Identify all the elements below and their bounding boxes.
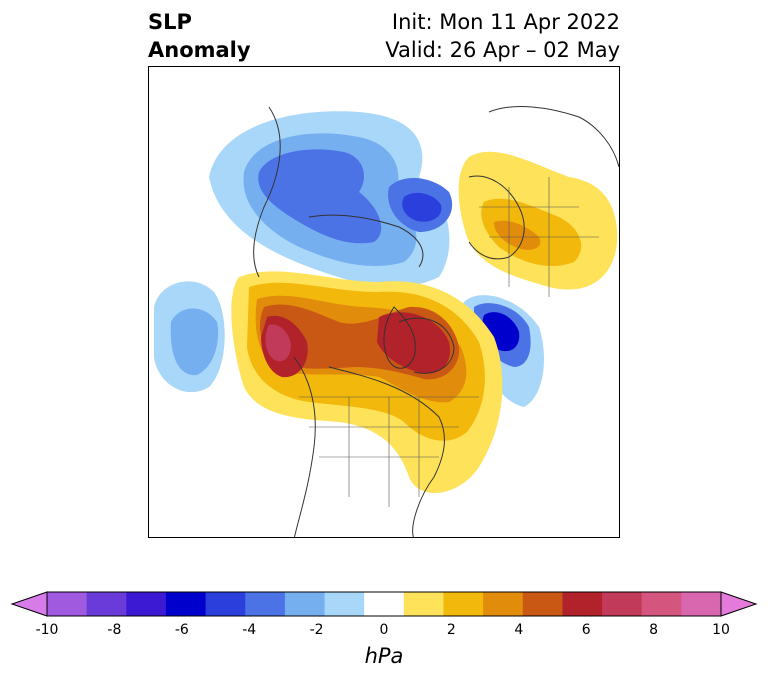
colorbar-tick-label: 2 xyxy=(446,622,456,638)
colorbar-boxes xyxy=(10,591,758,617)
colorbar-outline xyxy=(46,591,722,617)
low-anomaly-canada xyxy=(209,111,453,287)
title-field-line2: Anomaly xyxy=(148,38,251,62)
colorbar-box xyxy=(126,592,167,616)
colorbar-ticks: -10 -8 -6 -4 -2 0 2 4 6 8 10 xyxy=(0,622,768,644)
colorbar-tick-label: 10 xyxy=(712,622,730,638)
colorbar-box xyxy=(47,592,88,616)
high-anomaly-eurasia xyxy=(458,151,618,290)
colorbar-box xyxy=(443,592,484,616)
colorbar-box xyxy=(483,592,524,616)
high-anomaly-north-america xyxy=(231,271,503,494)
colorbar-tick-label: 0 xyxy=(379,622,389,638)
init-date: Init: Mon 11 Apr 2022 xyxy=(391,10,620,34)
colorbar-box xyxy=(403,592,444,616)
coastlines xyxy=(253,106,619,537)
colorbar-box xyxy=(602,592,643,616)
colorbar-units-label: hPa xyxy=(364,644,404,668)
colorbar-tick-label: -8 xyxy=(107,622,122,638)
colorbar-box xyxy=(245,592,286,616)
colorbar-box xyxy=(364,592,405,616)
map-panel xyxy=(148,66,620,538)
colorbar-extend-min xyxy=(10,591,48,617)
colorbar-box xyxy=(562,592,603,616)
colorbar-box xyxy=(86,592,127,616)
colorbar-tick-label: -2 xyxy=(309,622,324,638)
colorbar-box xyxy=(681,592,722,616)
colorbar-tick-label: 8 xyxy=(649,622,659,638)
colorbar-tick-label: -6 xyxy=(174,622,189,638)
chart-title: SLP Anomaly xyxy=(148,8,251,64)
colorbar-box xyxy=(165,592,207,616)
colorbar-box xyxy=(205,592,246,616)
colorbar-box xyxy=(284,592,326,616)
anomaly-map xyxy=(154,106,619,537)
colorbar-box xyxy=(522,592,563,616)
colorbar-box xyxy=(641,592,682,616)
colorbar-box xyxy=(324,592,365,616)
valid-range: Valid: 26 Apr – 02 May xyxy=(385,38,620,62)
country-borders xyxy=(299,177,599,507)
low-anomaly-pacific xyxy=(154,281,225,393)
colorbar-tick-label: -10 xyxy=(35,622,59,638)
colorbar-tick-label: 6 xyxy=(581,622,591,638)
chart-dates: Init: Mon 11 Apr 2022 Valid: 26 Apr – 02… xyxy=(385,8,620,64)
title-field-line1: SLP xyxy=(148,10,192,34)
colorbar xyxy=(10,591,758,617)
colorbar-tick-label: -4 xyxy=(242,622,257,638)
colorbar-tick-label: 4 xyxy=(514,622,524,638)
colorbar-extend-max xyxy=(720,591,758,617)
